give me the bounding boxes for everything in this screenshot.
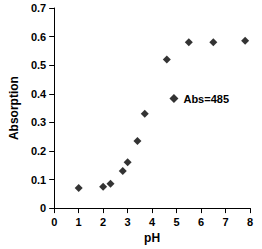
svg-text:6: 6 xyxy=(198,216,204,228)
svg-text:0.7: 0.7 xyxy=(31,2,46,14)
svg-text:8: 8 xyxy=(247,216,253,228)
svg-text:0.1: 0.1 xyxy=(31,174,46,186)
svg-text:4: 4 xyxy=(149,216,156,228)
svg-text:1: 1 xyxy=(76,216,82,228)
svg-text:0.5: 0.5 xyxy=(31,59,46,71)
svg-text:7: 7 xyxy=(222,216,228,228)
svg-text:0: 0 xyxy=(40,202,46,214)
svg-text:0: 0 xyxy=(51,216,57,228)
svg-text:pH: pH xyxy=(144,231,160,245)
svg-text:5: 5 xyxy=(174,216,180,228)
svg-text:Abs=485: Abs=485 xyxy=(183,93,229,105)
svg-text:0.3: 0.3 xyxy=(31,116,46,128)
svg-text:2: 2 xyxy=(100,216,106,228)
svg-text:3: 3 xyxy=(125,216,131,228)
svg-text:0.2: 0.2 xyxy=(31,145,46,157)
svg-text:0.6: 0.6 xyxy=(31,31,46,43)
svg-text:0.4: 0.4 xyxy=(31,88,47,100)
svg-text:Absorption: Absorption xyxy=(7,76,21,140)
